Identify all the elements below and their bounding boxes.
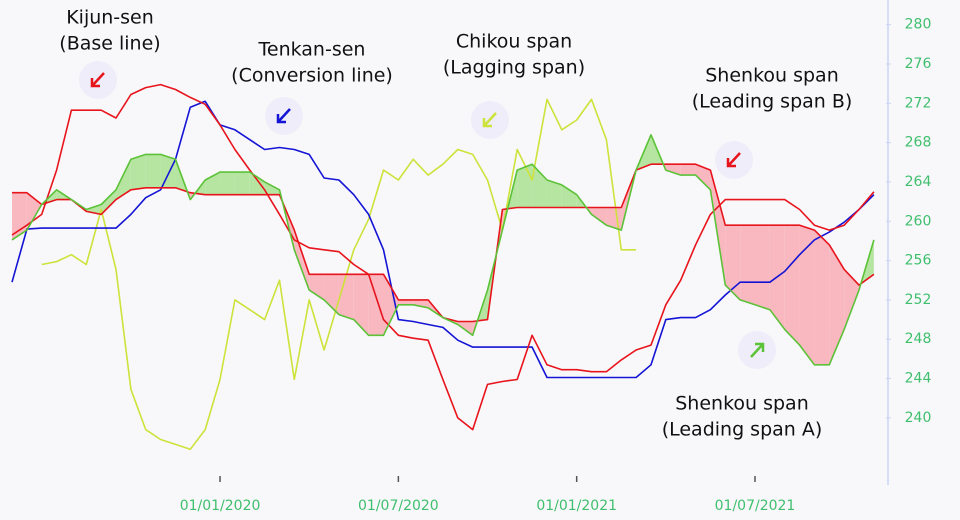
annotation: Kijun-sen [66,7,154,29]
cloud-fill [383,274,399,336]
cloud-fill [546,179,562,208]
cloud-fill [324,274,339,315]
y-tick-label: 276 [905,56,932,72]
arrow [726,152,741,168]
annotation: Chikou span [456,31,572,53]
y-tick-label: 272 [905,95,932,111]
y-tick-label: 248 [905,331,932,347]
cloud-fill [799,225,815,365]
cloud-fill [294,230,310,291]
y-tick-label: 260 [905,213,932,229]
cloud-fill [755,225,770,310]
annotation: (Conversion line) [231,65,393,87]
cloud-fill [740,225,755,305]
cloud-fill [413,299,429,308]
cloud-fill [338,274,354,320]
annotations: Kijun-sen (Base line) Tenkan-sen (Conver… [59,7,852,441]
cloud-fill [101,189,117,215]
annotation: Tenkan-sen [258,39,366,61]
cloud-fill [234,172,250,195]
y-tick-label: 252 [905,292,932,308]
annotation: (Leading span A) [662,419,823,441]
cloud-fill [591,207,607,226]
annotation: Shenkou span [675,393,809,415]
cloud-fill [814,230,830,365]
cloud-fill [517,164,533,208]
x-tick-label: 01/01/2020 [180,498,261,514]
cloud-fill [725,225,741,300]
cloud-fill [695,164,711,190]
cloud-fill [784,225,800,346]
x-tick-label: 01/07/2021 [715,498,796,514]
cloud-fill [532,164,547,208]
arrow [90,72,105,88]
cloud-fill [220,172,235,195]
arrow [482,112,497,128]
annotation: (Leading span B) [692,91,853,113]
y-tick-label: 268 [905,135,932,151]
arrow [276,108,291,124]
cloud-fill [264,181,280,195]
y-tick-label: 280 [905,17,932,33]
cloud-fill [249,172,265,195]
cloud-fill [398,299,414,305]
x-tick-label: 01/07/2020 [358,498,439,514]
plot [11,83,875,451]
series-line [11,134,875,366]
y-tick-label: 264 [905,174,932,190]
cloud-fill [160,154,176,188]
arrow [750,342,765,358]
cloud-fill [309,274,325,300]
cloud-fill [205,172,221,195]
cloud-fill [368,274,384,336]
series-line [11,83,875,431]
cloud-fill [665,164,681,176]
cloud-fill [680,164,696,176]
series-line [41,98,637,451]
x-tick-label: 01/01/2021 [536,498,617,514]
cloud-fill [116,159,131,200]
cloud-fill [561,184,577,208]
y-tick-label: 240 [905,410,932,426]
annotation: (Lagging span) [443,57,585,79]
cloud-fill [353,274,369,336]
annotation: Shenkou span [705,65,839,87]
y-tick-label: 244 [905,371,932,387]
cloud-fill [844,269,860,330]
cloud-fill [130,154,146,190]
y-tick-label: 256 [905,253,932,269]
cloud-fill [829,244,845,365]
annotation: (Base line) [59,33,160,55]
cloud-fill [145,154,161,188]
